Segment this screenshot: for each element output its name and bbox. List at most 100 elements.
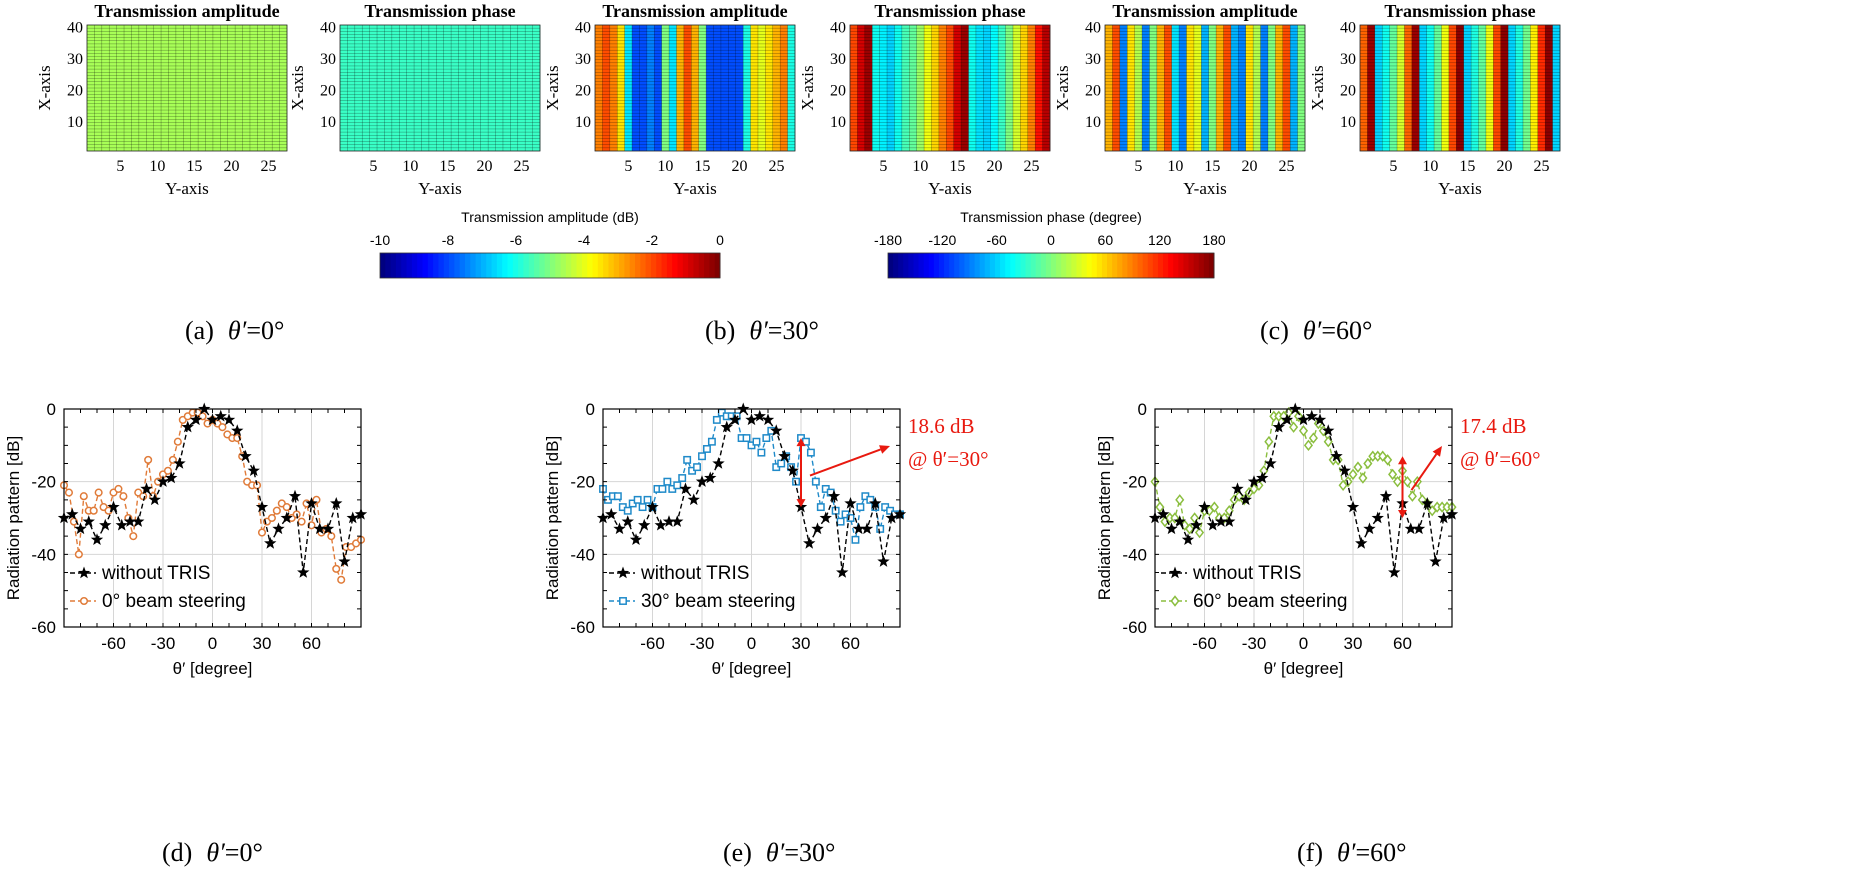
colorbar-step: [1015, 253, 1021, 278]
circle-marker: [282, 503, 291, 512]
heatmap-column: [443, 25, 452, 151]
colorbar-tick-label: 0: [1047, 232, 1055, 248]
colorbar-step: [698, 253, 705, 278]
heatmap-column: [212, 25, 221, 151]
heatmap-y-tick-label: 40: [1340, 20, 1356, 37]
colorbar-step: [629, 253, 636, 278]
heatmap-column: [1471, 25, 1479, 151]
colorbar-tick-label: -120: [928, 232, 956, 248]
heatmap-y-tick-label: 10: [1085, 114, 1101, 131]
heatmap-y-tick-label: 10: [320, 114, 336, 131]
annotation-pointer-arrowhead: [879, 445, 890, 454]
colorbar-step: [443, 253, 450, 278]
star-marker: [852, 522, 865, 535]
heatmap-column: [1456, 25, 1465, 151]
heatmap-column: [94, 25, 103, 151]
heatmap-x-tick-label: 20: [1496, 158, 1512, 175]
heatmap-title: Transmission amplitude: [1112, 1, 1297, 21]
colorbar-step: [635, 253, 641, 278]
star-marker: [90, 533, 104, 546]
heatmap-column: [1493, 25, 1502, 151]
heatmap-y-tick-label: 40: [575, 20, 591, 37]
heatmap-column: [850, 25, 858, 151]
heatmap-column: [1105, 25, 1113, 151]
heatmap-border: [1104, 24, 1306, 152]
heatmap-y-tick-label: 10: [1340, 114, 1356, 131]
colorbar-step: [1157, 253, 1164, 278]
x-tick-label: 30: [792, 634, 811, 653]
heatmap-column: [190, 25, 199, 151]
heatmap-column: [750, 25, 759, 151]
heatmap-panel-1: Transmission amplitude 5 10 15 20 25 10 20 30 4…: [35, 1, 288, 198]
heatmap-column: [87, 25, 95, 151]
heatmap-column: [272, 25, 280, 151]
colorbar-border: [379, 252, 721, 279]
heatmap-column: [617, 25, 625, 151]
star-marker: [1223, 515, 1236, 527]
y-tick-label: -20: [1122, 473, 1147, 492]
circle-marker: [74, 550, 83, 559]
legend: without TRIS 60° beam steering: [1161, 563, 1347, 612]
heatmap-border: [849, 24, 1051, 152]
heatmap-title: Transmission amplitude: [602, 1, 787, 21]
square-marker: [613, 492, 622, 501]
heatmap-y-label: X-axis: [798, 65, 817, 110]
colorbar-step: [1020, 253, 1027, 278]
square-marker: [683, 455, 692, 464]
heatmap-column: [1208, 25, 1217, 151]
heatmap-column: [109, 25, 117, 151]
heatmap-column: [787, 25, 796, 151]
star-marker: [662, 515, 676, 527]
diamond-marker: [1155, 501, 1165, 513]
heatmap-y-tick-label: 10: [830, 114, 846, 131]
heatmap-x-tick-label: 25: [513, 158, 529, 175]
colorbar-step: [480, 253, 487, 278]
diamond-marker: [1383, 454, 1393, 466]
colorbar-step: [502, 253, 508, 278]
colorbar-step: [893, 253, 899, 278]
top-captions: (a) θ′=0° (b) θ′=30° (c) θ′=60°: [185, 316, 1372, 345]
heatmap-cell-grid: [1360, 25, 1560, 151]
colorbar-step: [459, 253, 466, 278]
colorbar-step: [1198, 253, 1205, 278]
square-marker: [698, 452, 706, 461]
radiation-panel-f: -60 -30 0 30 60 0 -20 -40 -60 Radiation pattern …: [1095, 400, 1540, 678]
heatmap-column: [931, 25, 940, 151]
axis-ticks: -60 -30 0 30 60 0 -20 -40 -60: [570, 400, 860, 653]
star-marker: [1346, 500, 1360, 513]
circle-marker: [218, 423, 227, 432]
square-marker: [633, 495, 642, 504]
y-tick-label: -40: [570, 545, 595, 564]
square-marker: [623, 506, 632, 515]
diamond-marker: [1392, 475, 1403, 488]
heatmap-y-ticks: 10 20 30 40: [1085, 20, 1101, 131]
colorbar-step: [1122, 253, 1128, 278]
colorbar-amplitude: Transmission amplitude (dB) -10 -8 -6 -4 -2 0: [370, 209, 724, 279]
diamond-marker: [1293, 410, 1304, 422]
colorbar-step: [380, 253, 386, 278]
heatmap-column: [1367, 25, 1376, 151]
colorbar-step: [401, 253, 408, 278]
heatmap-x-tick-label: 15: [949, 158, 965, 175]
legend-label-steering: 60° beam steering: [1193, 591, 1347, 612]
heatmap-cell-grid: [595, 25, 795, 151]
colorbar-step: [979, 253, 986, 278]
star-marker: [803, 536, 816, 549]
heatmap-column: [1515, 25, 1524, 151]
star-marker: [1168, 566, 1182, 579]
circle-marker: [89, 506, 98, 515]
heatmap-column: [924, 25, 932, 151]
heatmap-column: [391, 25, 400, 151]
series-layer: [1148, 402, 1459, 578]
colorbar-step: [406, 253, 413, 278]
heatmap-column: [1374, 25, 1383, 151]
square-marker: [806, 448, 815, 457]
heatmap-x-label: Y-axis: [673, 179, 716, 198]
heatmap-x-tick-label: 25: [1278, 158, 1294, 175]
colorbar-step: [1107, 253, 1113, 278]
x-tick-label: 30: [253, 634, 272, 653]
square-marker: [762, 434, 771, 443]
star-marker: [297, 566, 310, 578]
colorbar-step: [944, 253, 950, 278]
